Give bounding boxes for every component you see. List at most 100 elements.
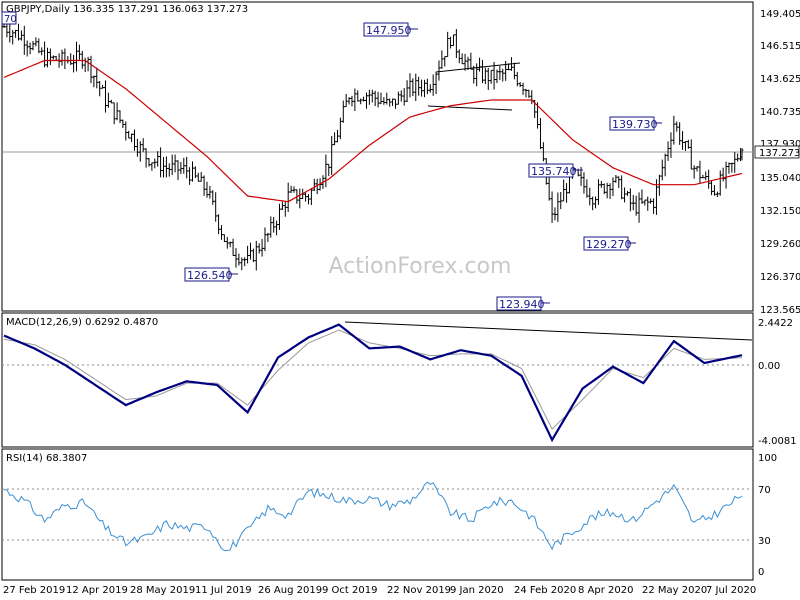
price-bar — [393, 98, 397, 109]
x-axis: 27 Feb 2019 12 Apr 2019 28 May 2019 11 J… — [3, 585, 756, 596]
price-bar — [292, 186, 296, 193]
price-bar — [272, 216, 276, 233]
price-bar — [417, 76, 421, 96]
price-bar — [219, 225, 223, 240]
price-bar — [211, 190, 215, 205]
price-bar — [686, 139, 690, 149]
price-bar — [193, 166, 197, 179]
price-bar — [312, 178, 316, 192]
price-bar — [106, 92, 110, 108]
x-tick: 11 Jul 2019 — [195, 585, 252, 596]
price-bar — [704, 171, 708, 181]
price-bar — [425, 78, 429, 95]
price-bar — [695, 165, 699, 172]
rsi-tick: 30 — [758, 536, 771, 547]
price-bar — [77, 44, 81, 60]
price-tick: 129.260 — [760, 239, 800, 250]
price-bar — [359, 98, 363, 105]
price-bar — [422, 79, 426, 98]
price-bar — [286, 182, 290, 212]
price-bar — [367, 89, 371, 105]
price-bar — [269, 216, 273, 238]
price-bar — [538, 118, 542, 150]
price-bar — [602, 183, 606, 195]
price-bar — [428, 84, 432, 93]
price-bar — [338, 117, 342, 140]
rsi-panel-frame — [1, 448, 754, 581]
price-bar — [501, 68, 505, 82]
price-bar — [246, 245, 250, 264]
price-bar — [237, 253, 241, 266]
price-bar — [524, 88, 528, 98]
annotation-label: 129.270 — [586, 238, 632, 251]
price-bar — [205, 181, 209, 198]
price-bar — [16, 23, 20, 41]
price-bar — [234, 248, 238, 268]
price-bar — [710, 180, 714, 196]
price-bar — [353, 88, 357, 111]
price-bar — [298, 188, 302, 209]
price-bar — [556, 192, 560, 222]
price-bar — [141, 138, 145, 152]
x-tick: 8 Apr 2020 — [578, 585, 633, 596]
price-bar — [460, 53, 464, 65]
price-bar — [5, 22, 9, 38]
x-tick: 27 Feb 2019 — [3, 585, 65, 596]
price-bar — [492, 61, 496, 90]
price-bar — [243, 257, 247, 267]
price-bar — [565, 183, 569, 203]
price-bar — [362, 96, 366, 102]
price-bar — [127, 130, 131, 139]
macd-trendline — [344, 321, 753, 341]
price-bar — [617, 176, 621, 189]
rsi-header: RSI(14) 68.3807 — [6, 453, 87, 464]
price-bar — [138, 141, 142, 162]
price-bar — [678, 122, 682, 145]
price-bar — [45, 47, 49, 68]
price-bar — [86, 56, 90, 72]
price-bar — [115, 102, 119, 121]
price-bar — [660, 159, 664, 181]
price-bar — [634, 195, 638, 216]
price-bar — [631, 195, 635, 211]
price-bar — [8, 23, 12, 43]
price-bar — [681, 131, 685, 150]
price-bar — [536, 102, 540, 129]
price-bar — [446, 31, 450, 58]
annotation-label: 147.950 — [366, 24, 412, 37]
price-bar — [124, 121, 128, 141]
price-bar — [254, 240, 258, 271]
price-bar — [382, 97, 386, 105]
price-bar — [72, 54, 76, 73]
price-bar — [69, 53, 73, 66]
annotation-123940: 123.940 — [496, 296, 550, 311]
macd-line — [3, 323, 743, 443]
price-bar — [562, 179, 566, 202]
price-bar — [391, 98, 395, 107]
price-bar — [614, 175, 618, 183]
price-bar — [420, 79, 424, 97]
macd-tick: 0.00 — [758, 361, 780, 372]
price-panel-frame — [1, 1, 754, 312]
price-bar — [335, 129, 339, 143]
price-bar — [153, 158, 157, 169]
price-bar — [289, 185, 293, 193]
price-bar — [663, 153, 667, 177]
price-bar — [356, 90, 360, 102]
price-bar — [199, 172, 203, 182]
x-tick: 22 Nov 2019 — [387, 585, 451, 596]
price-bar — [130, 133, 134, 143]
price-bar — [666, 141, 670, 161]
x-tick: 12 Apr 2019 — [66, 585, 128, 596]
price-bar — [315, 178, 319, 195]
macd-panel-frame — [1, 312, 754, 448]
price-bar — [31, 41, 35, 51]
price-bar — [588, 187, 592, 206]
price-bar — [405, 80, 409, 103]
price-bar — [599, 181, 603, 188]
price-bar — [28, 42, 32, 55]
price-tick: 135.040 — [760, 173, 800, 184]
price-bar — [518, 82, 522, 88]
price-bar — [304, 192, 308, 202]
price-bar — [515, 71, 519, 87]
